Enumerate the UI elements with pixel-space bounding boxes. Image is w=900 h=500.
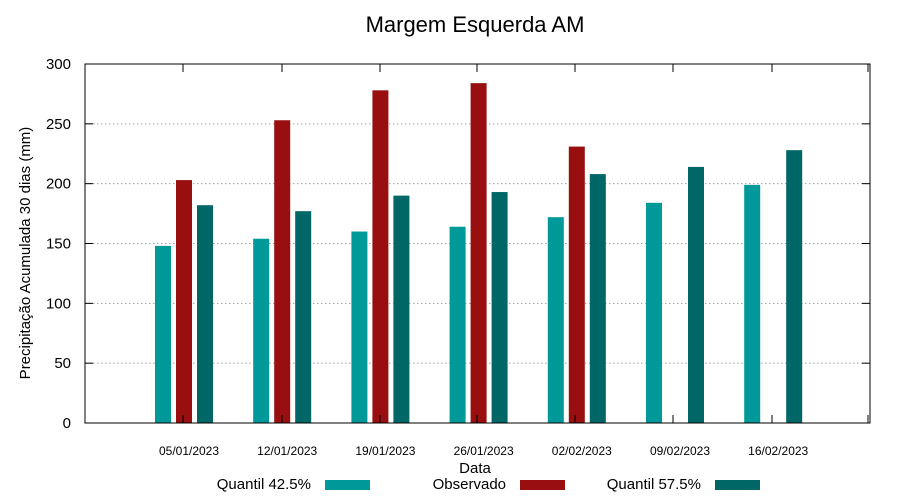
x-tick-label: 16/02/2023 <box>748 444 808 458</box>
bar <box>688 166 704 423</box>
chart-title: Margem Esquerda AM <box>366 12 585 37</box>
y-tick-label: 200 <box>46 176 71 193</box>
legend-swatch <box>520 480 565 490</box>
y-tick-label: 100 <box>46 295 71 312</box>
y-tick-label: 50 <box>54 355 71 372</box>
bar <box>176 180 192 423</box>
legend-label: Quantil 42.5% <box>217 476 311 493</box>
bar <box>449 226 466 423</box>
legend-swatch <box>715 480 760 490</box>
x-tick-label: 05/01/2023 <box>159 444 219 458</box>
x-tick-label: 12/01/2023 <box>257 444 317 458</box>
y-tick-label: 300 <box>46 56 71 73</box>
y-tick-label: 150 <box>46 236 71 253</box>
bar <box>351 231 368 423</box>
bar <box>589 174 606 423</box>
bar <box>547 217 564 423</box>
y-axis-ticks: 0 50 100 150 200 250 300 <box>46 56 870 432</box>
legend: Quantil 42.5% Observado Quantil 57.5% <box>217 476 760 493</box>
bar <box>295 211 312 423</box>
bar <box>786 150 803 423</box>
bar <box>646 202 662 423</box>
bar <box>253 238 270 423</box>
bar <box>744 184 761 423</box>
legend-label: Observado <box>433 476 506 493</box>
legend-swatch <box>325 480 370 490</box>
x-tick-label: 19/01/2023 <box>355 444 415 458</box>
y-tick-label: 0 <box>63 415 71 432</box>
legend-label: Quantil 57.5% <box>607 476 701 493</box>
bar <box>274 120 291 423</box>
x-tick-label: 26/01/2023 <box>454 444 514 458</box>
bar <box>393 195 410 423</box>
y-tick-label: 250 <box>46 116 71 133</box>
bar <box>491 192 508 423</box>
x-axis-ticks: 05/01/2023 12/01/2023 19/01/2023 26/01/2023… <box>159 64 869 458</box>
bar <box>372 90 389 424</box>
x-axis-label: Data <box>459 460 491 477</box>
x-tick-label: 02/02/2023 <box>552 444 612 458</box>
bar <box>470 83 487 423</box>
x-tick-label: 09/02/2023 <box>650 444 710 458</box>
bar <box>155 245 171 423</box>
bar <box>568 146 585 423</box>
bar <box>197 205 213 423</box>
y-axis-label: Precipitação Acumulada 30 dias (mm) <box>17 127 34 380</box>
bars <box>155 83 803 424</box>
